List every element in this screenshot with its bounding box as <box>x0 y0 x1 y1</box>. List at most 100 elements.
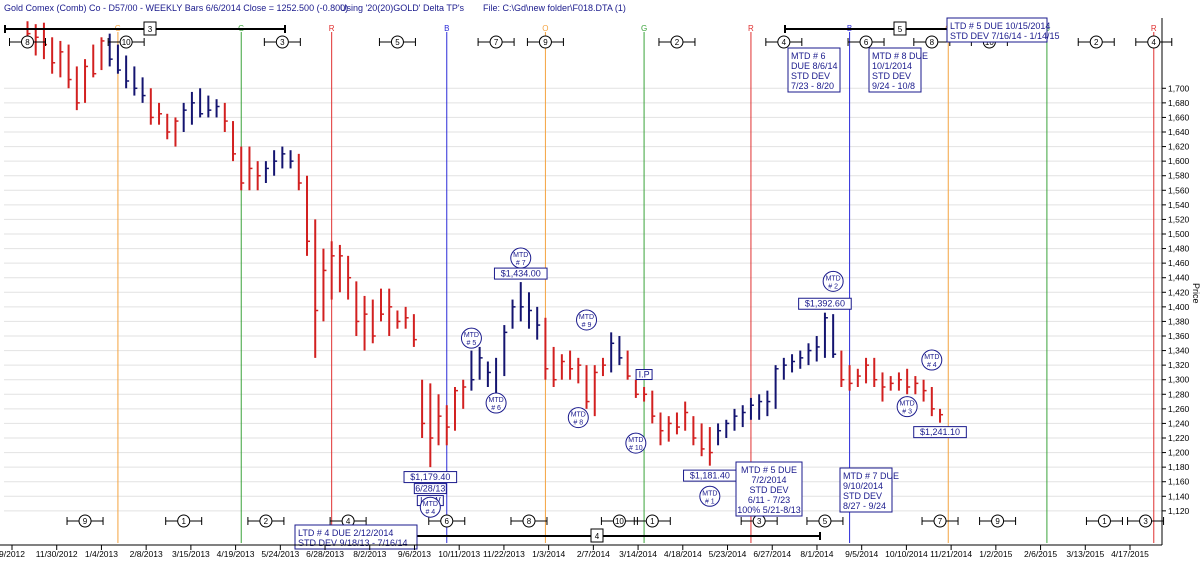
x-tick-label: 11/30/2012 <box>36 549 78 559</box>
x-tick-label: 11/21/2014 <box>930 549 972 559</box>
mtd-circle-number: # 1 <box>705 498 715 505</box>
info-box <box>946 17 1048 43</box>
x-tick-label: 10/10/2014 <box>885 549 928 559</box>
x-tick-label: 4/17/2015 <box>1111 549 1149 559</box>
info-box-line: 6/11 - 7/23 <box>748 495 790 505</box>
info-box-line: STD DEV <box>791 71 830 81</box>
cycle-marker-number: 4 <box>782 38 787 47</box>
mtd-circle-label: MTD <box>579 314 594 321</box>
cycle-line-label: O <box>542 24 548 33</box>
y-tick-label: 1,380 <box>1168 316 1190 326</box>
cycle-line-label: R <box>1151 24 1157 33</box>
y-tick-label: 1,120 <box>1168 506 1190 516</box>
cycle-marker-circle <box>933 514 947 528</box>
x-tick-label: 8/2/2013 <box>353 549 386 559</box>
x-tick-label: 3/14/2014 <box>619 549 657 559</box>
info-box <box>787 47 841 93</box>
mtd-circle-label: MTD <box>571 412 586 419</box>
ip-label: I.P <box>639 370 650 380</box>
annotations: 810357924681024912468101357913354$1,179.… <box>4 17 1173 550</box>
y-tick-label: 1,160 <box>1168 477 1190 487</box>
price-label-box <box>798 297 852 310</box>
cycle-marker-circle <box>670 35 684 49</box>
x-tick-label: 1/2/2015 <box>979 549 1012 559</box>
y-tick-label: 1,240 <box>1168 418 1190 428</box>
mtd-circle-label: MTD <box>900 401 915 408</box>
mtd-circle-number: # 3 <box>902 409 912 416</box>
y-tick-label: 1,500 <box>1168 229 1190 239</box>
info-box-line: 7/23 - 8/20 <box>791 81 834 91</box>
info-box-line: 9/10/2014 <box>843 481 883 491</box>
cycle-marker-number: 4 <box>1152 38 1157 47</box>
study-label: Using '20(20)GOLD' Delta TP's <box>340 3 465 13</box>
cycle-marker-number: 1 <box>1102 517 1107 526</box>
info-box-line: MTD # 7 DUE <box>843 471 899 481</box>
y-tick-label: 1,480 <box>1168 244 1190 254</box>
mtd-circle-number: # 8 <box>573 420 583 427</box>
x-tick-label: 5/24/2013 <box>261 549 299 559</box>
ltd-box <box>143 21 157 36</box>
mtd-circle-number: # 5 <box>467 340 477 347</box>
mtd-circle-number: # 10 <box>629 445 643 452</box>
price-bars <box>26 21 944 468</box>
cycle-marker-circle <box>777 35 791 49</box>
cycle-marker-number: 2 <box>1094 38 1099 47</box>
mtd-circle-number: # 2 <box>828 283 838 290</box>
mtd-circle-label: MTD <box>628 437 643 444</box>
cycle-marker-number: 2 <box>264 517 269 526</box>
mtd-circle <box>567 407 589 429</box>
cycle-marker-circle <box>259 514 273 528</box>
price-label: $1,241.10 <box>920 427 960 437</box>
cycle-marker-number: 9 <box>995 517 1000 526</box>
cycle-marker-circle <box>612 514 626 528</box>
cycle-line-label: R <box>329 24 335 33</box>
cycle-marker-number: 2 <box>675 38 680 47</box>
x-tick-label: 6/28/2013 <box>306 549 344 559</box>
price-label: $1,392.60 <box>805 299 845 309</box>
y-tick-label: 1,580 <box>1168 171 1190 181</box>
info-box-line: 10/1/2014 <box>872 61 912 71</box>
price-label: $1,181.40 <box>690 471 730 481</box>
x-tick-label: 2/7/2014 <box>577 549 610 559</box>
y-tick-label: 1,320 <box>1168 360 1190 370</box>
y-tick-label: 1,640 <box>1168 127 1190 137</box>
low-date-box <box>413 483 447 495</box>
cycle-marker-circle <box>859 35 873 49</box>
y-tick-label: 1,620 <box>1168 142 1190 152</box>
x-tick-label: 2/6/2015 <box>1024 549 1057 559</box>
cycle-marker-circle <box>440 514 454 528</box>
y-tick-label: 1,360 <box>1168 331 1190 341</box>
info-box-line: STD DEV 9/18/13 - 7/16/14 <box>298 538 408 548</box>
cycle-marker-number: 9 <box>83 517 88 526</box>
cycle-marker-number: 8 <box>930 38 935 47</box>
cycle-marker-circle <box>991 514 1005 528</box>
mtd-circle-number: # 9 <box>582 322 592 329</box>
cycle-marker-number: 7 <box>494 38 499 47</box>
mtd-circle-label: MTD <box>924 354 939 361</box>
x-tick-label: 1/4/2013 <box>85 549 118 559</box>
cycle-marker-circle <box>1089 35 1103 49</box>
y-tick-label: 1,460 <box>1168 258 1190 268</box>
cycle-marker-circle <box>78 514 92 528</box>
cycle-line-label: G <box>641 24 647 33</box>
cycle-marker-number: 5 <box>823 517 828 526</box>
cycle-line-label: B <box>444 24 449 33</box>
cycle-marker-number: 8 <box>527 517 532 526</box>
mtd-circle <box>485 392 507 414</box>
cycle-marker-number: 8 <box>25 38 30 47</box>
cycle-marker-circle <box>390 35 404 49</box>
mtd-circle <box>576 309 598 331</box>
y-tick-label: 1,220 <box>1168 433 1190 443</box>
cycle-marker-circle <box>1147 35 1161 49</box>
x-tick-label: 8/1/2014 <box>800 549 833 559</box>
cycle-marker-number: 1 <box>181 517 186 526</box>
mtd-circle-label: MTD <box>702 490 717 497</box>
mtd-circle-number: # 6 <box>491 405 501 412</box>
cycle-marker-number: 10 <box>615 517 624 526</box>
mtd-circle-label: MTD <box>464 332 479 339</box>
mtd-circle <box>625 432 647 454</box>
price-label: $1,434.00 <box>501 269 541 279</box>
x-tick-label: 10/11/2013 <box>438 549 480 559</box>
y-tick-label: 1,340 <box>1168 346 1190 356</box>
